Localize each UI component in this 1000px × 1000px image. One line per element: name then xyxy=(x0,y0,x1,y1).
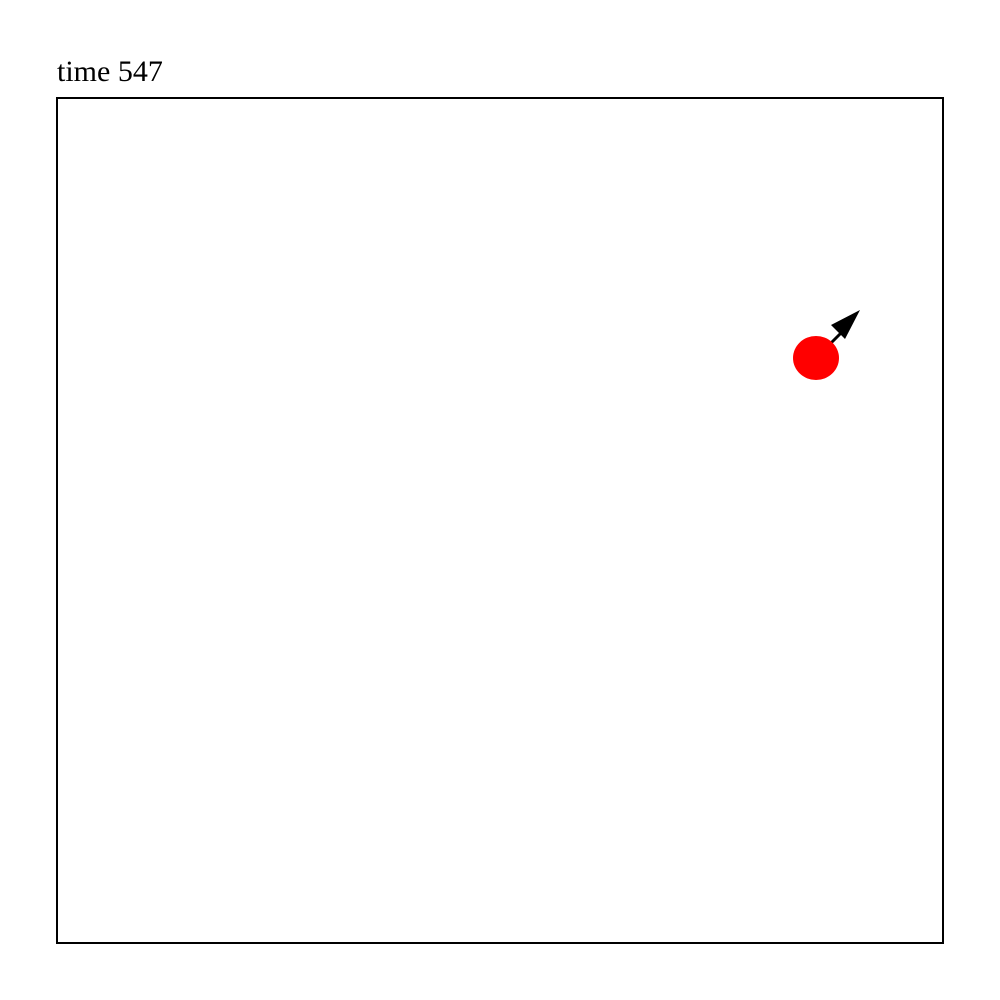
time-label: time 547 xyxy=(57,55,163,88)
arena-frame xyxy=(56,97,944,944)
heading-arrow-icon xyxy=(831,310,860,339)
agent-dot-icon xyxy=(793,336,839,380)
agent xyxy=(793,310,860,380)
